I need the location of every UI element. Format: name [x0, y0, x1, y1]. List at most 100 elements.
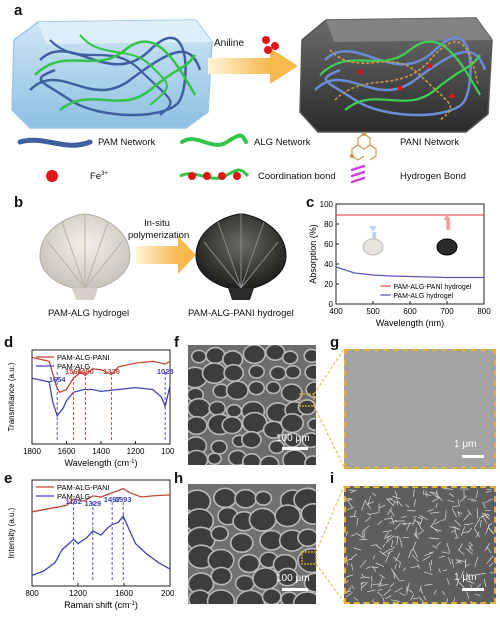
scale-label: 100 μm	[276, 573, 310, 584]
nanofiber	[422, 555, 431, 561]
nanofiber	[431, 497, 440, 502]
sem-image-g: 1 μm	[344, 349, 496, 469]
x-tick-label: 800	[477, 307, 491, 316]
nanofiber	[436, 489, 438, 498]
pore	[305, 381, 316, 399]
pore	[297, 547, 316, 574]
nanofiber	[466, 591, 470, 599]
x-tick-label: 700	[440, 307, 454, 316]
panel-a-schematic	[11, 17, 493, 184]
pore	[248, 507, 277, 532]
nanofiber	[485, 514, 490, 519]
panel-label-b: b	[14, 194, 24, 211]
nanofiber	[353, 547, 362, 551]
x-tick-label: 1200	[127, 447, 145, 456]
raman-chart: 800 1200 1600 2000 Raman shift (cm-1) Intensi…	[7, 479, 174, 610]
nanofiber	[399, 562, 401, 569]
nanofiber	[470, 600, 473, 602]
nanofiber	[371, 576, 373, 583]
scale-bar	[462, 455, 484, 458]
nanofiber	[346, 555, 348, 566]
nanofiber	[350, 489, 357, 494]
polymerization-arrow-body	[136, 246, 178, 264]
pore	[282, 449, 308, 465]
nanofiber	[446, 578, 450, 585]
pore	[262, 420, 285, 439]
nanofiber	[423, 552, 433, 557]
nanofiber	[360, 581, 366, 585]
nanofiber	[483, 578, 487, 588]
nanofiber	[452, 505, 460, 508]
legend-label-0: PAM-ALG-PANI	[57, 353, 110, 362]
nanofiber	[413, 499, 417, 507]
nanofiber	[457, 559, 467, 563]
nanofiber	[423, 493, 432, 496]
nanofiber	[419, 514, 429, 521]
scale-bar	[282, 447, 308, 450]
nanofiber	[419, 517, 424, 526]
nanofiber	[423, 571, 433, 575]
down-arrow-body	[446, 220, 451, 230]
nanofiber	[410, 594, 414, 601]
y-tick-label: 20	[324, 280, 333, 289]
x-tick-label: 2000	[161, 589, 174, 598]
pore	[254, 490, 273, 506]
nanofiber	[435, 493, 443, 501]
fe-ion-dot	[262, 36, 270, 44]
nanofiber	[396, 495, 399, 506]
annotation-label-1: 1329	[84, 499, 101, 508]
nanofiber	[481, 514, 488, 524]
nanofiber	[364, 500, 372, 510]
nanofiber	[372, 599, 375, 602]
nanofiber	[398, 579, 405, 582]
nanofiber	[454, 519, 461, 527]
nanofiber	[385, 535, 395, 544]
annotation-label-3: 1593	[115, 495, 132, 504]
annotation-label-2: 1497	[104, 495, 121, 504]
annotation-label-2: 1490	[77, 367, 94, 376]
nanofiber	[378, 577, 383, 587]
nanofiber	[468, 544, 473, 552]
hydrogen-bond-label: Hydrogen Bond	[400, 171, 467, 182]
nanofiber	[384, 532, 389, 538]
pore	[292, 591, 316, 604]
nanofiber	[427, 508, 434, 512]
pani-network-label: PANI Network	[400, 137, 459, 148]
nanofiber	[475, 490, 479, 499]
nanofiber	[410, 565, 420, 569]
nanofiber	[482, 501, 486, 509]
sem-image-h: 100 μm	[188, 484, 316, 604]
nanofiber	[407, 510, 416, 512]
nanofiber	[376, 591, 383, 597]
nanofiber	[365, 566, 372, 569]
pore	[300, 502, 316, 525]
nanofiber	[468, 541, 474, 546]
nanofiber	[475, 593, 481, 596]
nanofiber	[367, 589, 376, 593]
series-line-0	[31, 487, 171, 513]
sem-image-i: 1 μm	[344, 486, 496, 604]
nanofiber	[460, 495, 467, 503]
pore	[205, 346, 226, 365]
pore	[261, 588, 282, 604]
pore	[229, 532, 254, 554]
pore	[210, 439, 228, 455]
pore	[304, 364, 316, 381]
nanofiber	[420, 588, 423, 594]
nanofiber	[387, 498, 393, 501]
nanofiber	[428, 537, 440, 540]
nanofiber	[434, 521, 440, 525]
nanofiber	[434, 528, 442, 532]
nanofiber	[446, 542, 451, 553]
nanofiber	[462, 531, 469, 534]
fe3-label: Fe3+	[90, 171, 108, 183]
nanofiber	[442, 569, 448, 572]
nanofiber	[387, 507, 393, 516]
nanofiber	[391, 599, 401, 602]
legend-label-1: PAM-ALG	[57, 362, 90, 371]
nanofiber	[394, 523, 401, 530]
pore	[303, 348, 316, 364]
nanofiber	[455, 560, 462, 564]
pore	[265, 345, 286, 362]
nanofiber	[361, 532, 364, 537]
